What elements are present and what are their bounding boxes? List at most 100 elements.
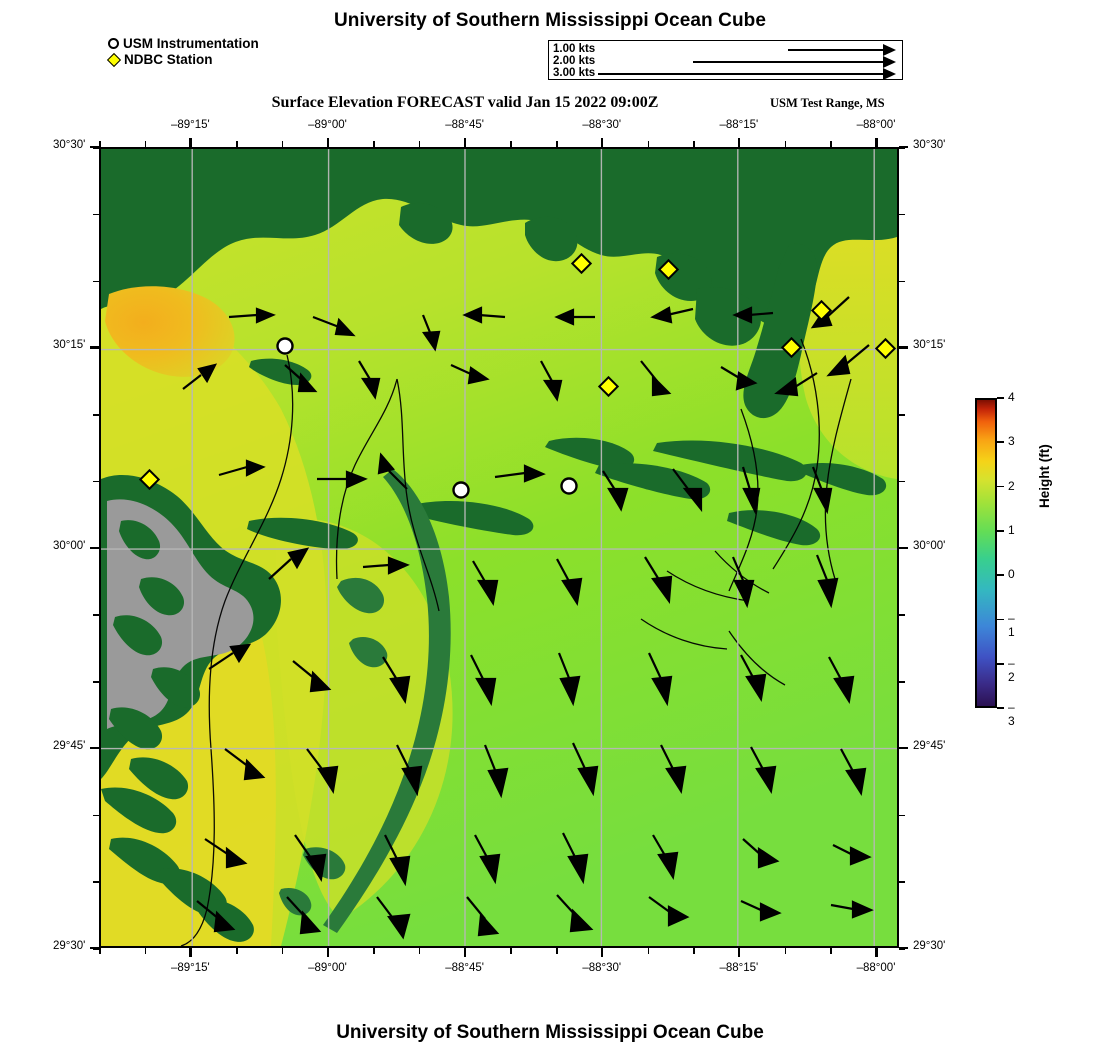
velocity-scale-shaft <box>598 73 883 75</box>
x-minor-tick <box>373 141 375 147</box>
ndbc-marker <box>874 337 897 360</box>
x-major-tick <box>875 138 878 147</box>
page-title: University of Southern Mississippi Ocean… <box>333 10 767 31</box>
ndbc-marker <box>657 258 680 281</box>
x-minor-tick <box>373 948 375 954</box>
x-minor-tick <box>784 141 787 147</box>
x-axis-label-bottom: –88°45' <box>445 962 484 974</box>
velocity-scale-label: 1.00 kts <box>553 43 596 55</box>
x-major-tick <box>189 138 192 147</box>
ndbc-marker <box>138 468 161 491</box>
y-minor-tick <box>93 213 99 216</box>
ndbc-station-markers[interactable] <box>138 252 897 491</box>
x-minor-tick <box>556 141 558 147</box>
y-major-tick <box>899 146 908 149</box>
x-axis-label-bottom: –88°15' <box>719 962 759 974</box>
usm-instrumentation-circle-icon <box>108 38 119 49</box>
x-major-tick <box>600 138 604 147</box>
y-minor-tick <box>899 881 905 883</box>
x-major-tick <box>737 138 741 147</box>
map-canvas[interactable] <box>99 147 899 948</box>
x-minor-tick <box>99 948 101 954</box>
island-petit-bois <box>595 463 711 500</box>
y-axis-label-right: 30°15' <box>913 339 946 352</box>
y-axis-label-left: 29°45' <box>53 739 86 752</box>
x-axis-label-bottom: –89°00' <box>308 962 347 974</box>
y-axis-label-left: 30°30' <box>53 139 86 151</box>
colorbar-tick-label: 1 <box>1008 522 1015 537</box>
y-minor-tick <box>899 614 905 616</box>
velocity-scale-label: 3.00 kts <box>553 67 596 79</box>
x-axis-label-top: –88°15' <box>719 119 759 131</box>
velocity-scale-row-3: 3.00 kts <box>549 67 902 80</box>
map-graphics <box>101 149 897 946</box>
station-legend: USM Instrumentation NDBC Station <box>106 36 259 68</box>
y-major-tick <box>90 346 99 349</box>
y-minor-tick <box>899 414 905 416</box>
ndbc-marker <box>780 336 803 359</box>
x-axis-label-bottom: –88°30' <box>582 962 622 974</box>
y-minor-tick <box>93 681 99 683</box>
y-major-tick <box>899 546 908 549</box>
x-minor-tick <box>281 141 284 147</box>
y-axis-label-right: 29°45' <box>913 739 946 752</box>
x-minor-tick <box>99 141 101 147</box>
island-horn <box>407 500 534 536</box>
x-minor-tick <box>281 948 284 954</box>
velocity-scale-box: 1.00 kts 2.00 kts 3.00 kts <box>548 40 903 80</box>
legend-item-usm-instrumentation: USM Instrumentation <box>108 36 259 51</box>
x-major-tick <box>463 138 467 147</box>
x-minor-tick <box>556 948 558 954</box>
x-minor-tick <box>510 141 512 147</box>
x-minor-tick <box>236 141 238 147</box>
x-major-tick <box>189 948 192 957</box>
elevation-lobe-chandeleur <box>276 517 453 919</box>
colorbar-tick-label: 4 <box>1008 390 1015 404</box>
x-axis-label-top: –88°30' <box>582 119 622 131</box>
x-axis-label-bottom: –88°00' <box>856 962 896 974</box>
colorbar-tick <box>997 485 1004 488</box>
colorbar-tick <box>997 618 1004 621</box>
current-vector-field <box>182 296 874 940</box>
x-major-tick <box>600 948 604 957</box>
velocity-scale-row-1: 1.00 kts <box>549 43 902 56</box>
colorbar-tick <box>997 530 1004 532</box>
x-minor-tick <box>693 948 695 954</box>
land-polygons <box>101 149 897 942</box>
footer-title: University of Southern Mississippi Ocean… <box>336 1022 764 1043</box>
x-minor-tick <box>830 948 832 954</box>
y-minor-tick <box>93 881 99 883</box>
y-major-tick <box>899 346 908 349</box>
y-minor-tick <box>899 681 905 683</box>
legend-label-usm: USM Instrumentation <box>123 36 259 51</box>
y-major-tick <box>899 947 908 950</box>
y-axis-label-left: 30°00' <box>53 539 86 552</box>
colorbar-title: Height (ft) <box>1037 444 1052 508</box>
velocity-scale-label: 2.00 kts <box>553 55 596 67</box>
y-major-tick <box>90 546 99 549</box>
y-axis-label-right: 30°00' <box>913 539 946 552</box>
y-minor-tick <box>899 213 905 216</box>
y-minor-tick <box>899 280 905 282</box>
colorbar-tick <box>997 662 1004 665</box>
ndbc-marker <box>810 299 833 322</box>
colorbar-tick-label: 2 <box>1008 478 1015 493</box>
x-major-tick <box>875 948 878 957</box>
colorbar-tick <box>997 397 1004 399</box>
y-axis-label-left: 29°30' <box>53 940 86 952</box>
velocity-scale-arrowhead <box>883 44 896 56</box>
y-minor-tick <box>899 480 905 483</box>
x-major-tick <box>463 948 467 957</box>
velocity-scale-shaft <box>788 49 883 51</box>
x-major-tick <box>326 138 329 147</box>
x-minor-tick <box>784 948 787 954</box>
usm-instrumentation-markers[interactable] <box>276 337 578 499</box>
ndbc-station-diamond-icon <box>106 52 122 67</box>
colorbar-tick-label: 3 <box>1008 434 1015 449</box>
legend-item-ndbc-station: NDBC Station <box>106 52 259 67</box>
x-axis-label-top: –88°45' <box>445 119 484 131</box>
velocity-scale-row-2: 2.00 kts <box>549 55 902 68</box>
island-ship <box>247 517 358 549</box>
y-minor-tick <box>899 814 905 816</box>
legend-label-ndbc: NDBC Station <box>124 52 213 67</box>
